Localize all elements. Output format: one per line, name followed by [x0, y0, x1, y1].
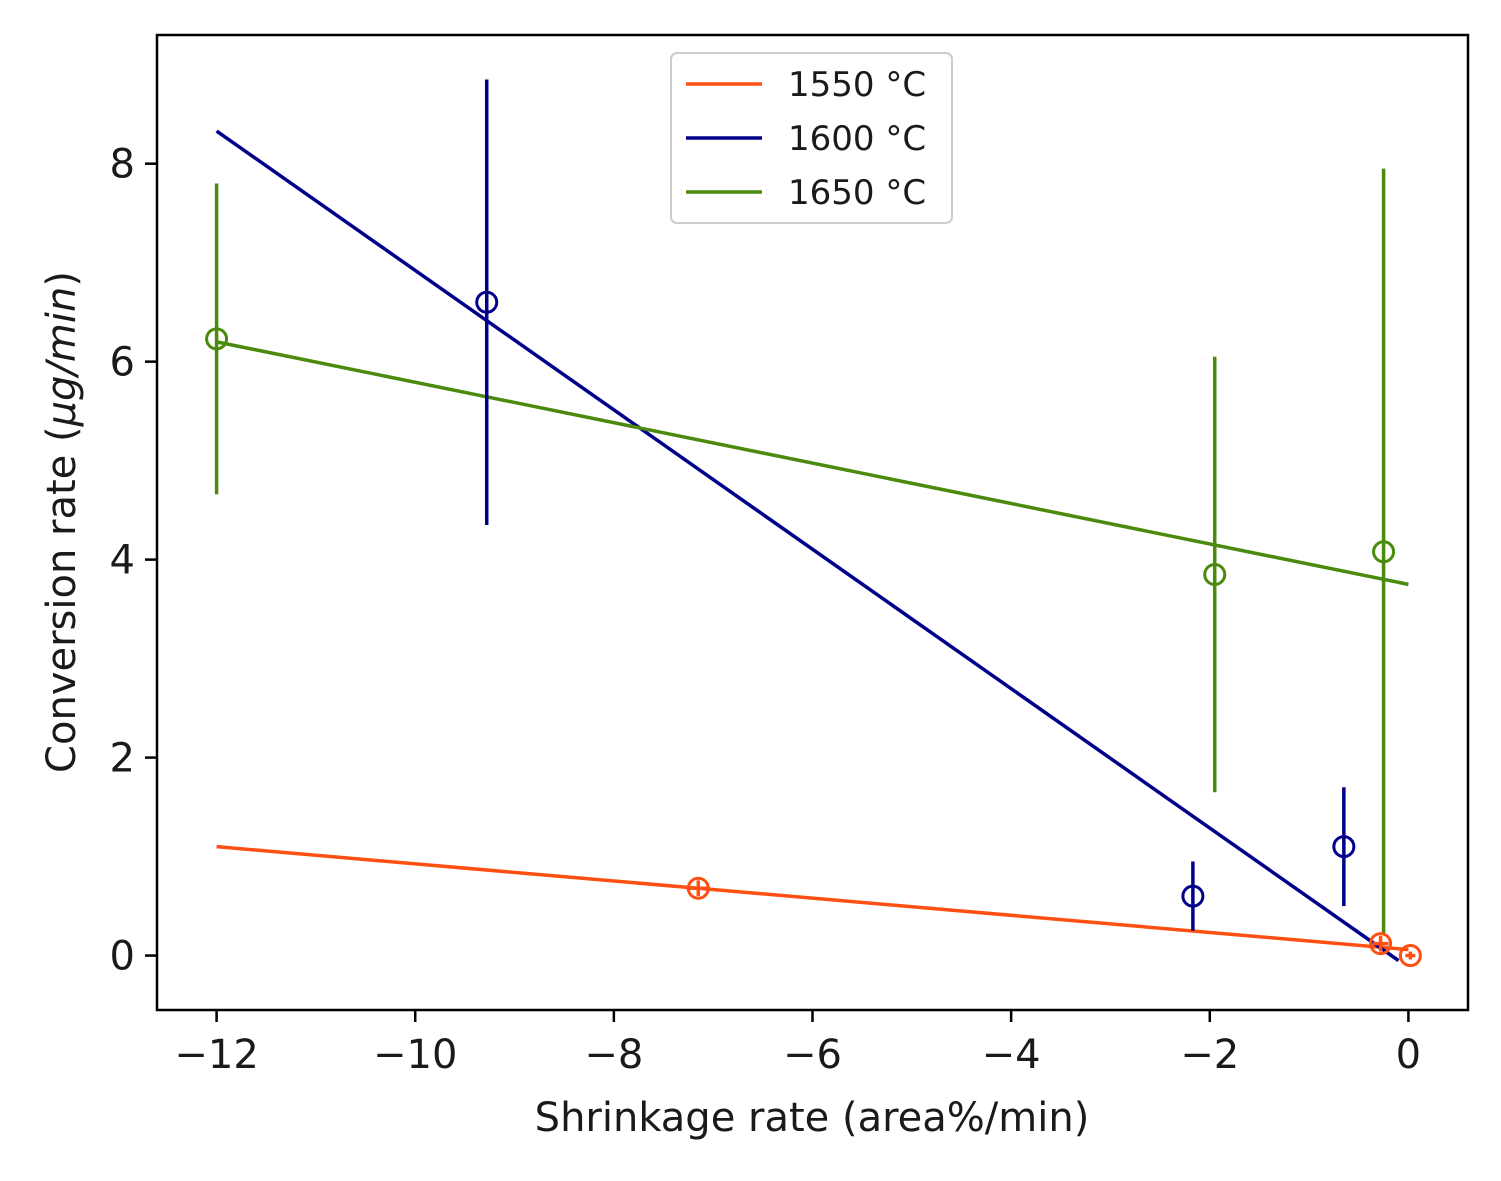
y-tick-label: 2 — [110, 736, 135, 782]
y-axis-ticks: 0 2 4 6 8 — [110, 142, 157, 980]
legend-box — [670, 52, 953, 224]
error-bars — [214, 79, 1416, 960]
data-point-series-2 — [1203, 562, 1227, 586]
data-point-series-0 — [1369, 932, 1393, 956]
fit-line-series-1 — [215, 129, 1400, 962]
legend-items: 1550 °C 1600 °C 1650 °C — [686, 65, 926, 213]
y-axis-label-suffix: ) — [39, 271, 85, 287]
y-tick-label: 4 — [110, 538, 135, 584]
legend-entry: 1550 °C — [788, 65, 926, 105]
fit-line-series-2 — [216, 340, 1409, 587]
y-tick-label: 0 — [110, 934, 135, 980]
x-axis-ticks: −12 −10 −8 −6 −4 −2 0 — [174, 1010, 1421, 1078]
data-markers — [205, 290, 1422, 968]
data-point-series-1 — [1181, 884, 1205, 908]
x-tick-label: −4 — [982, 1032, 1041, 1078]
data-point-series-1 — [1332, 835, 1356, 859]
data-point-series-2 — [1372, 540, 1396, 564]
data-point-series-0 — [1398, 944, 1422, 968]
data-point-series-0 — [686, 876, 710, 900]
data-point-series-1 — [475, 290, 499, 314]
x-tick-label: −10 — [373, 1032, 457, 1078]
y-axis-label-unit: μg/min — [39, 287, 85, 428]
x-tick-label: −2 — [1180, 1032, 1239, 1078]
y-tick-label: 8 — [110, 142, 135, 188]
legend: 1550 °C 1600 °C 1650 °C — [670, 52, 953, 224]
x-axis-label: Shrinkage rate (area%/min) — [535, 1095, 1090, 1141]
y-axis-label-prefix: Conversion rate ( — [39, 426, 85, 773]
fit-lines — [215, 129, 1409, 962]
x-tick-label: −12 — [174, 1032, 258, 1078]
legend-entry: 1600 °C — [788, 119, 926, 159]
data-point-series-2 — [205, 327, 229, 351]
y-tick-label: 6 — [110, 340, 135, 386]
y-axis-label: Conversion rate (μg/min) — [39, 271, 85, 773]
x-tick-label: −6 — [783, 1032, 842, 1078]
x-tick-label: 0 — [1396, 1032, 1421, 1078]
legend-entry: 1650 °C — [788, 173, 926, 213]
fit-line-series-0 — [216, 844, 1409, 952]
x-tick-label: −8 — [584, 1032, 643, 1078]
